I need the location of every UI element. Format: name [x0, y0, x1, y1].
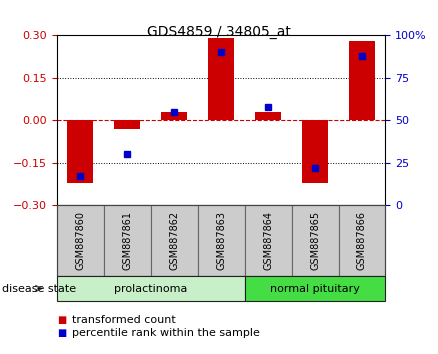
Bar: [114, 120, 140, 129]
Bar: [292, 205, 339, 276]
Text: GSM887865: GSM887865: [310, 211, 320, 270]
Bar: [339, 205, 385, 276]
Text: percentile rank within the sample: percentile rank within the sample: [72, 328, 260, 338]
Text: GSM887860: GSM887860: [75, 211, 85, 270]
Text: normal pituitary: normal pituitary: [270, 284, 360, 293]
Bar: [349, 41, 375, 120]
Text: GSM887864: GSM887864: [263, 211, 273, 270]
Text: GSM887866: GSM887866: [357, 211, 367, 270]
Bar: [104, 205, 151, 276]
Text: GSM887862: GSM887862: [169, 211, 179, 270]
Text: ■: ■: [57, 328, 66, 338]
Bar: [255, 112, 281, 120]
Bar: [57, 276, 245, 301]
Text: transformed count: transformed count: [72, 315, 176, 325]
Bar: [151, 205, 198, 276]
Bar: [67, 120, 93, 183]
Bar: [161, 112, 187, 120]
Text: GDS4859 / 34805_at: GDS4859 / 34805_at: [147, 25, 291, 39]
Text: GSM887863: GSM887863: [216, 211, 226, 270]
Bar: [208, 38, 234, 120]
Bar: [245, 205, 292, 276]
Text: prolactinoma: prolactinoma: [114, 284, 187, 293]
Bar: [302, 120, 328, 183]
Bar: [198, 205, 245, 276]
Bar: [57, 205, 104, 276]
Text: GSM887861: GSM887861: [122, 211, 132, 270]
Text: disease state: disease state: [2, 284, 76, 293]
Bar: [245, 276, 385, 301]
Text: ■: ■: [57, 315, 66, 325]
